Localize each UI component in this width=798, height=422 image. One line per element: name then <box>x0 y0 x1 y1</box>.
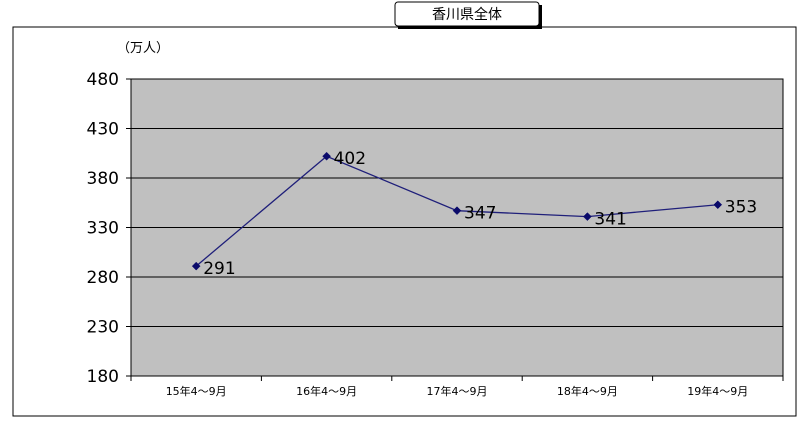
y-axis-ticks: 180 230 280 330 380 430 480 <box>87 70 131 387</box>
y-tick-label: 480 <box>87 70 119 90</box>
data-point <box>322 151 331 161</box>
data-point <box>452 206 462 216</box>
y-tick-label: 430 <box>87 120 119 140</box>
data-point <box>191 261 201 271</box>
y-tick-label: 180 <box>87 367 119 387</box>
data-label: 402 <box>334 149 366 169</box>
x-tick-label: 16年4～9月 <box>296 384 357 398</box>
data-point <box>713 200 723 210</box>
x-tick-label: 18年4～9月 <box>557 384 618 398</box>
x-tick-label: 19年4～9月 <box>687 384 748 398</box>
x-tick-label: 15年4～9月 <box>166 384 227 398</box>
data-label: 341 <box>594 210 626 230</box>
data-point <box>583 212 592 221</box>
gridlines <box>131 78 783 327</box>
y-tick-label: 230 <box>87 318 119 338</box>
x-axis-ticks: 15年4～9月 16年4～9月 17年4～9月 18年4～9月 19年4～9月 <box>130 376 784 398</box>
y-unit-label: （万人） <box>117 41 169 56</box>
series-layer <box>191 151 723 271</box>
title-box-frame <box>394 1 540 27</box>
data-label: 353 <box>725 198 757 218</box>
title-box: 香川県全体 <box>394 1 542 29</box>
data-label: 347 <box>464 204 496 224</box>
x-tick-label: 17年4～9月 <box>427 384 488 398</box>
data-label: 291 <box>203 259 235 279</box>
data-labels: 291 402 347 341 353 <box>203 149 757 279</box>
y-tick-label: 280 <box>87 268 119 288</box>
y-tick-label: 330 <box>87 219 119 239</box>
y-tick-label: 380 <box>87 169 119 189</box>
chart-title: 香川県全体 <box>432 6 502 23</box>
